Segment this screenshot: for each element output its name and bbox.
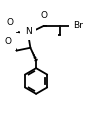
Text: O: O <box>5 37 12 46</box>
Text: N: N <box>25 27 31 36</box>
Text: O: O <box>41 11 48 20</box>
Text: Br: Br <box>73 21 83 30</box>
Text: O: O <box>6 18 13 27</box>
